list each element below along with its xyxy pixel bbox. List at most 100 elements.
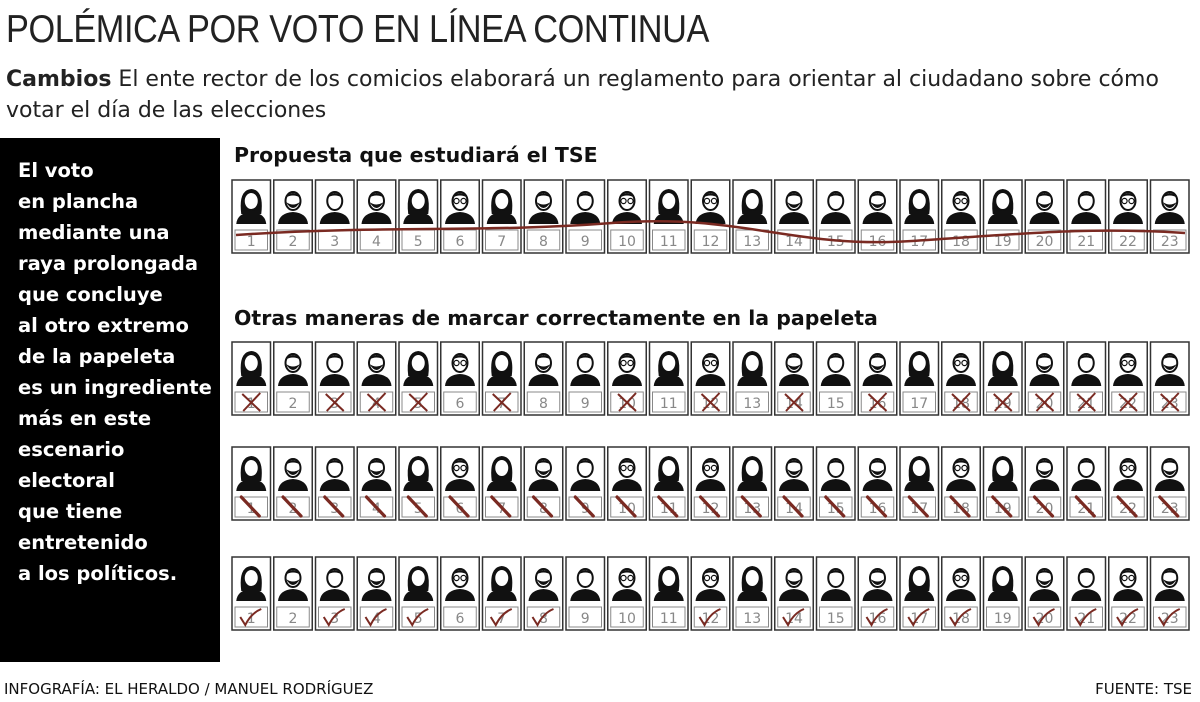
slash-mark (615, 495, 637, 518)
number-box (234, 229, 268, 251)
glasses (961, 574, 968, 582)
slash-mark (824, 495, 846, 518)
body (904, 374, 935, 386)
head (910, 458, 928, 478)
body (361, 212, 392, 224)
ballot-number: 23 (1161, 234, 1179, 250)
sidebar: El voto en plancha mediante una raya prolon… (0, 138, 220, 662)
head (451, 191, 469, 211)
hair (619, 570, 635, 575)
ballot-number: 6 (456, 611, 465, 627)
face-icon (445, 568, 475, 601)
number-box (610, 391, 644, 413)
beard (536, 364, 551, 370)
hair (869, 570, 886, 575)
head (702, 191, 719, 211)
ballot-number: 2 (289, 611, 298, 627)
glasses (703, 197, 711, 205)
hair (368, 570, 385, 575)
face-icon (1113, 191, 1143, 224)
check-mark (364, 608, 387, 628)
cross-mark (408, 392, 428, 412)
ballot-number: 13 (743, 611, 761, 627)
body (904, 479, 935, 491)
beard (870, 202, 885, 208)
hair (1161, 460, 1178, 465)
face-icon (820, 568, 851, 601)
face-icon (1029, 191, 1060, 224)
hair (452, 355, 468, 360)
head (827, 353, 845, 373)
face-icon (403, 566, 434, 601)
body (570, 479, 601, 491)
head (743, 458, 761, 478)
face-icon (528, 353, 559, 386)
glasses (703, 464, 711, 472)
face-icon (1154, 568, 1185, 601)
sidebar-line: entretenido (18, 531, 148, 554)
head (576, 353, 594, 373)
beard (369, 469, 384, 475)
hair (786, 355, 802, 360)
number-box (1069, 391, 1103, 413)
body (278, 374, 308, 386)
face-icon (1029, 458, 1060, 491)
head (1077, 353, 1095, 373)
face-icon (946, 458, 976, 491)
body (1029, 374, 1060, 386)
number-box (777, 229, 811, 251)
check-mark (489, 608, 513, 628)
hair (953, 570, 969, 575)
number-box (902, 391, 936, 413)
body (486, 479, 517, 491)
body (319, 374, 350, 386)
head (1077, 568, 1095, 588)
face-icon (528, 568, 559, 601)
hair (368, 355, 385, 360)
face-icon (987, 189, 1018, 224)
check-mark (865, 608, 888, 628)
body (403, 374, 434, 386)
face-icon (820, 191, 851, 224)
slash-mark (573, 495, 595, 518)
face-icon (1113, 568, 1143, 601)
body (1029, 479, 1060, 491)
head (994, 191, 1012, 211)
beard (286, 469, 300, 475)
hair (452, 193, 468, 198)
slash-mark (490, 495, 512, 518)
number-box (1111, 496, 1145, 518)
slash-mark (448, 495, 470, 518)
body (445, 212, 475, 224)
beard (787, 579, 801, 585)
face-icon (445, 458, 475, 491)
head (409, 568, 427, 588)
number-box (359, 391, 394, 413)
head (702, 458, 719, 478)
ballot-number: 20 (1036, 234, 1054, 250)
number-box (986, 229, 1020, 251)
number-box (276, 496, 310, 518)
glasses (954, 359, 961, 367)
head (660, 568, 678, 588)
body (528, 589, 559, 601)
number-box (1027, 229, 1062, 251)
ballot-number: 14 (785, 234, 803, 250)
glasses (954, 574, 961, 582)
number-box (485, 229, 519, 251)
number-box (526, 496, 561, 518)
body (946, 212, 976, 224)
ballot-number: 11 (660, 234, 678, 250)
hair (285, 193, 301, 198)
hair (1078, 193, 1095, 198)
number-box (1027, 606, 1062, 628)
hair (577, 460, 594, 465)
ballot-number: 11 (660, 396, 678, 412)
hair (1078, 460, 1095, 465)
beard (787, 469, 801, 475)
body (737, 212, 768, 224)
glasses (1128, 464, 1135, 472)
hair (577, 193, 594, 198)
number-box (735, 391, 769, 413)
